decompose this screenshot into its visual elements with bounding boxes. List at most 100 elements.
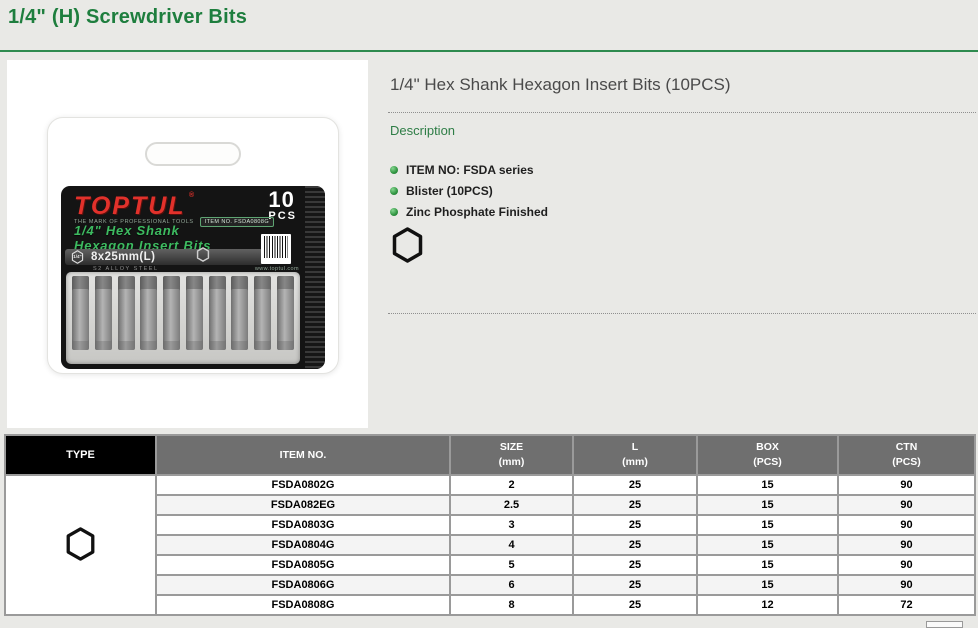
col-header-box-line1: BOX	[756, 440, 779, 453]
bullet-text: Blister (10PCS)	[406, 183, 493, 198]
bit-tray	[66, 272, 300, 364]
description-heading: Description	[390, 123, 456, 138]
bullet-item: ITEM NO: FSDA series	[390, 159, 548, 180]
cell-ctn: 90	[837, 494, 976, 516]
table-row: FSDA0802G 2 25 15 90	[4, 474, 976, 616]
hex-bit	[117, 276, 135, 350]
hex-bit	[276, 276, 294, 350]
cell-l: 25	[572, 514, 698, 536]
dotted-divider	[388, 112, 976, 113]
hex-bit	[140, 276, 158, 350]
cell-box: 15	[696, 494, 839, 516]
pack-title-line1: 1/4" Hex Shank	[74, 223, 180, 238]
cell-size: 3	[449, 514, 574, 536]
product-details: 1/4" Hex Shank Hexagon Insert Bits (10PC…	[388, 60, 978, 428]
package-label: TOPTUL ® 10 PCS THE MARK OF PROFESSIONAL…	[61, 186, 325, 369]
col-header-size: SIZE (mm)	[449, 434, 574, 476]
shank-size-label: 1/4"	[73, 254, 82, 259]
hex-bit	[72, 276, 89, 350]
hex-bit	[254, 276, 272, 350]
cell-ctn: 90	[837, 514, 976, 536]
cell-l: 25	[572, 474, 698, 496]
hex-bit	[163, 276, 181, 350]
scrollbar-thumb[interactable]	[926, 621, 963, 628]
col-header-ctn-line2: (PCS)	[892, 456, 921, 468]
table-header-row: TYPE ITEM NO. SIZE (mm) L (mm) BOX (PCS)…	[4, 434, 976, 476]
ribbed-edge	[305, 186, 325, 369]
cell-ctn: 72	[837, 594, 976, 616]
cell-item: FSDA0802G	[155, 474, 451, 496]
cell-l: 25	[572, 574, 698, 596]
cell-l: 25	[572, 554, 698, 576]
table-row: FSDA0808G 8 25 12 72	[5, 594, 976, 616]
cell-box: 15	[696, 534, 839, 556]
col-header-size-line2: (mm)	[498, 456, 525, 468]
cell-box: 12	[696, 594, 839, 616]
bullet-icon	[390, 186, 398, 195]
col-header-l: L (mm)	[572, 434, 698, 476]
type-hexagon-cell	[4, 474, 157, 616]
bullet-text: Zinc Phosphate Finished	[406, 204, 549, 219]
cell-ctn: 90	[837, 474, 976, 496]
cell-ctn: 90	[837, 554, 976, 576]
cell-box: 15	[696, 474, 839, 496]
bullet-icon	[390, 165, 398, 174]
website-label: www.toptul.com	[254, 266, 299, 272]
cell-size: 4	[449, 534, 574, 556]
cell-size: 6	[449, 574, 574, 596]
piece-count-unit: PCS	[268, 209, 297, 222]
cell-size: 5	[449, 554, 574, 576]
cell-ctn: 90	[837, 574, 976, 596]
bullet-icon	[390, 207, 398, 216]
cell-l: 25	[572, 594, 698, 616]
table-row: FSDA082EG 2.5 25 15 90	[5, 494, 976, 516]
cell-item: FSDA0806G	[155, 574, 451, 596]
product-title: 1/4" Hex Shank Hexagon Insert Bits (10PC…	[390, 75, 731, 94]
cell-l: 25	[572, 494, 698, 516]
col-header-l-line1: L	[631, 440, 639, 453]
hex-bit	[208, 276, 226, 350]
header-divider	[0, 50, 978, 52]
registered-mark: ®	[189, 192, 195, 199]
hex-bit	[94, 276, 112, 350]
cell-box: 15	[696, 574, 839, 596]
barcode-bars	[264, 236, 288, 258]
cell-box: 15	[696, 514, 839, 536]
cell-item: FSDA0803G	[155, 514, 451, 536]
table-row: FSDA0805G 5 25 15 90	[5, 554, 976, 576]
col-header-box-line2: (PCS)	[753, 456, 782, 468]
table-row: FSDA0804G 4 25 15 90	[5, 534, 976, 556]
hexagon-type-icon	[391, 227, 424, 268]
cell-size: 2	[449, 474, 574, 496]
product-image-panel: TOPTUL ® 10 PCS THE MARK OF PROFESSIONAL…	[7, 60, 368, 428]
cell-item: FSDA0808G	[155, 594, 451, 616]
hanger-hole	[145, 142, 241, 166]
col-header-ctn-line1: CTN	[895, 440, 918, 453]
col-header-l-line2: (mm)	[622, 456, 648, 468]
table-row: FSDA0803G 3 25 15 90	[5, 514, 976, 536]
col-header-size-line1: SIZE	[499, 440, 524, 453]
spec-table: TYPE ITEM NO. SIZE (mm) L (mm) BOX (PCS)…	[4, 434, 976, 616]
bullet-text: ITEM NO: FSDA series	[406, 162, 534, 177]
page-title: 1/4" (H) Screwdriver Bits	[8, 6, 248, 28]
cell-ctn: 90	[837, 534, 976, 556]
cell-l: 25	[572, 534, 698, 556]
barcode	[261, 234, 291, 264]
piece-count: 10 PCS	[268, 187, 297, 222]
table-row: FSDA0806G 6 25 15 90	[5, 574, 976, 596]
cell-item: FSDA0804G	[155, 534, 451, 556]
cell-box: 15	[696, 554, 839, 576]
material-label: S2 ALLOY STEEL	[93, 266, 159, 272]
col-header-type: TYPE	[4, 434, 157, 476]
cell-size: 8	[449, 594, 574, 616]
dotted-divider	[388, 313, 976, 314]
piece-count-number: 10	[268, 187, 295, 212]
bullet-item: Zinc Phosphate Finished	[390, 201, 548, 222]
cell-item: FSDA082EG	[155, 494, 451, 516]
hex-bit	[185, 276, 203, 350]
bit-size-text: 8x25mm(L)	[91, 251, 156, 263]
quarter-inch-hex-icon: 1/4"	[71, 250, 84, 264]
toptul-logo: TOPTUL	[74, 192, 186, 220]
tagline-row: THE MARK OF PROFESSIONAL TOOLS ITEM NO. …	[74, 217, 275, 227]
